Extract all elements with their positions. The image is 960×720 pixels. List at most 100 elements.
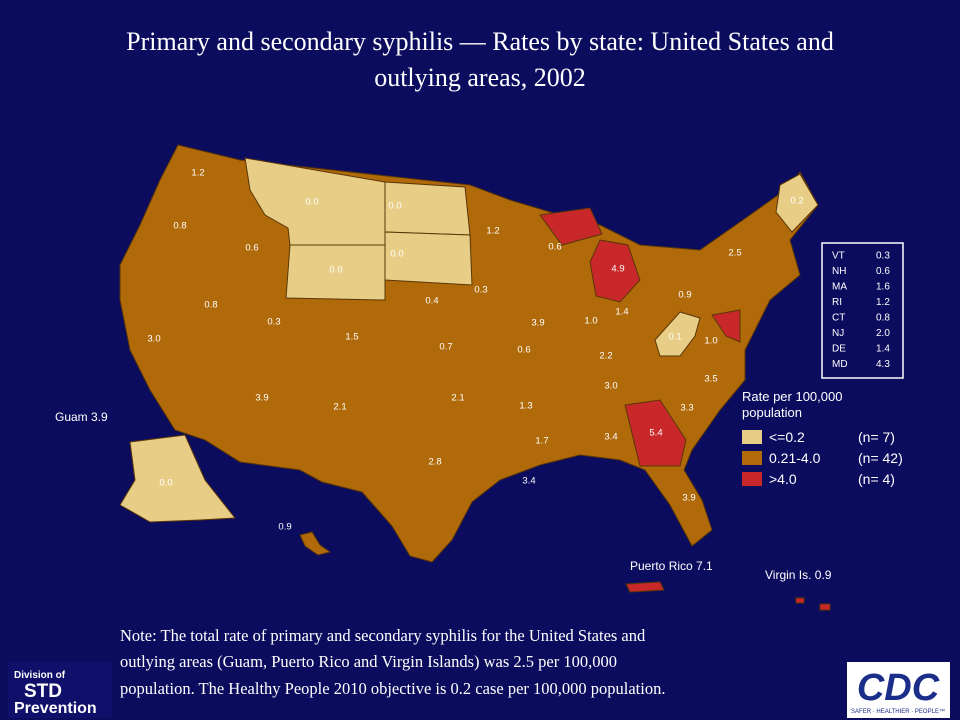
state-rate: 0.4 bbox=[425, 296, 438, 307]
state-rate: 2.8 bbox=[428, 457, 441, 468]
logo-right-box bbox=[847, 662, 950, 718]
state-rate: 3.9 bbox=[682, 493, 695, 504]
state-rate: 0.0 bbox=[159, 478, 172, 489]
legend-count: (n= 4) bbox=[858, 471, 895, 487]
logo-text: STD bbox=[24, 681, 62, 702]
logo-text: CDC bbox=[857, 667, 940, 709]
table-cell: MA bbox=[832, 282, 847, 293]
state-rate: 3.0 bbox=[604, 381, 617, 392]
puerto-rico bbox=[625, 581, 665, 593]
state-rate: 0.3 bbox=[474, 285, 487, 296]
table-cell: 0.3 bbox=[876, 251, 890, 262]
table-cell: 0.6 bbox=[876, 266, 890, 277]
state-rate: 1.3 bbox=[519, 401, 532, 412]
outlying-label: Virgin Is. 0.9 bbox=[765, 568, 832, 582]
table-cell: 0.8 bbox=[876, 313, 890, 324]
state-rate: 0.0 bbox=[305, 197, 318, 208]
legend-swatch bbox=[742, 472, 762, 486]
state-rate: 0.9 bbox=[278, 522, 291, 533]
state-rate: 3.0 bbox=[147, 334, 160, 345]
logo-text: Prevention bbox=[14, 700, 97, 717]
state-rate: 5.4 bbox=[649, 428, 662, 439]
state-shape bbox=[285, 244, 386, 301]
legend-title: population bbox=[742, 405, 802, 420]
legend-count: (n= 42) bbox=[858, 450, 903, 466]
state-rate: 2.1 bbox=[451, 393, 464, 404]
state-rate: 3.9 bbox=[531, 318, 544, 329]
state-rate: 1.2 bbox=[486, 226, 499, 237]
map bbox=[119, 144, 831, 611]
table-cell: MD bbox=[832, 359, 848, 370]
table-cell: VT bbox=[832, 251, 845, 262]
state-rate: 1.4 bbox=[615, 307, 628, 318]
us-mainland bbox=[119, 144, 819, 563]
state-rate: 3.3 bbox=[680, 403, 693, 414]
logo-left-box bbox=[8, 662, 112, 718]
state-rates: 1.2 0.8 0.6 0.0 0.0 1.2 0.0 0.6 4.9 0.0 0.4 0.3 0.8 0… bbox=[147, 168, 803, 533]
state-rate: 0.0 bbox=[390, 249, 403, 260]
table-cell: 4.3 bbox=[876, 359, 890, 370]
legend-label: <=0.2 bbox=[769, 429, 805, 445]
note-line: population. The Healthy People 2010 obje… bbox=[120, 679, 665, 698]
logo-text: SAFER · HEALTHIER · PEOPLE™ bbox=[851, 708, 945, 715]
table-cell: NJ bbox=[832, 328, 844, 339]
state-rate: 0.8 bbox=[173, 221, 186, 232]
title-line: Primary and secondary syphilis — Rates b… bbox=[126, 27, 834, 56]
table-cell: DE bbox=[832, 344, 846, 355]
table-cell: RI bbox=[832, 297, 842, 308]
inset-table: VT 0.3 NH 0.6 MA 1.6 RI 1.2 CT 0.8 NJ 2.0 DE 1.4 MD 4.3 bbox=[832, 251, 890, 371]
legend-title: Rate per 100,000 bbox=[742, 389, 842, 404]
hawaii bbox=[299, 531, 332, 556]
table-cell: NH bbox=[832, 266, 846, 277]
title-line: outlying areas, 2002 bbox=[374, 63, 586, 92]
alaska bbox=[119, 434, 236, 523]
state-rate: 4.9 bbox=[611, 264, 624, 275]
state-shape bbox=[654, 311, 701, 357]
state-shape bbox=[589, 239, 641, 303]
state-rate: 0.3 bbox=[267, 317, 280, 328]
state-rate: 3.4 bbox=[522, 476, 535, 487]
state-rate: 1.2 bbox=[191, 168, 204, 179]
table-cell: 2.0 bbox=[876, 328, 890, 339]
table-cell: 1.6 bbox=[876, 282, 890, 293]
state-rate: 0.2 bbox=[790, 196, 803, 207]
virgin-island bbox=[795, 597, 805, 604]
state-shape bbox=[624, 399, 687, 467]
state-rate: 1.7 bbox=[535, 436, 548, 447]
legend: <=0.2 (n= 7) 0.21-4.0 (n= 42) >4.0 (n= 4) bbox=[742, 429, 903, 487]
state-rate: 0.1 bbox=[668, 332, 681, 343]
state-rate: 0.0 bbox=[388, 201, 401, 212]
virgin-island bbox=[819, 603, 831, 611]
state-rate: 0.0 bbox=[329, 265, 342, 276]
state-rate: 2.1 bbox=[333, 402, 346, 413]
state-rate: 3.9 bbox=[255, 393, 268, 404]
outlying-label: Guam 3.9 bbox=[55, 410, 108, 424]
table-cell: 1.2 bbox=[876, 297, 890, 308]
state-rate: 1.0 bbox=[584, 316, 597, 327]
state-rate: 0.9 bbox=[678, 290, 691, 301]
state-rate: 0.6 bbox=[548, 242, 561, 253]
state-rate: 0.6 bbox=[517, 345, 530, 356]
state-rate: 1.5 bbox=[345, 332, 358, 343]
legend-count: (n= 7) bbox=[858, 429, 895, 445]
state-rate: 0.7 bbox=[439, 342, 452, 353]
legend-label: 0.21-4.0 bbox=[769, 450, 821, 466]
legend-swatch bbox=[742, 451, 762, 465]
state-shape bbox=[711, 309, 741, 343]
legend-label: >4.0 bbox=[769, 471, 797, 487]
state-shape bbox=[539, 207, 603, 246]
outlying-label: Puerto Rico 7.1 bbox=[630, 559, 713, 573]
state-rate: 1.0 bbox=[704, 336, 717, 347]
table-cell: 1.4 bbox=[876, 344, 890, 355]
table-cell: CT bbox=[832, 313, 845, 324]
inset-table-box bbox=[821, 242, 904, 379]
legend-swatch bbox=[742, 430, 762, 444]
state-rate: 0.8 bbox=[204, 300, 217, 311]
state-rate: 2.5 bbox=[728, 248, 741, 259]
logo-text: Division of bbox=[14, 670, 66, 681]
state-rate: 3.5 bbox=[704, 374, 717, 385]
note-line: Note: The total rate of primary and seco… bbox=[120, 626, 646, 645]
state-rate: 3.4 bbox=[604, 432, 617, 443]
